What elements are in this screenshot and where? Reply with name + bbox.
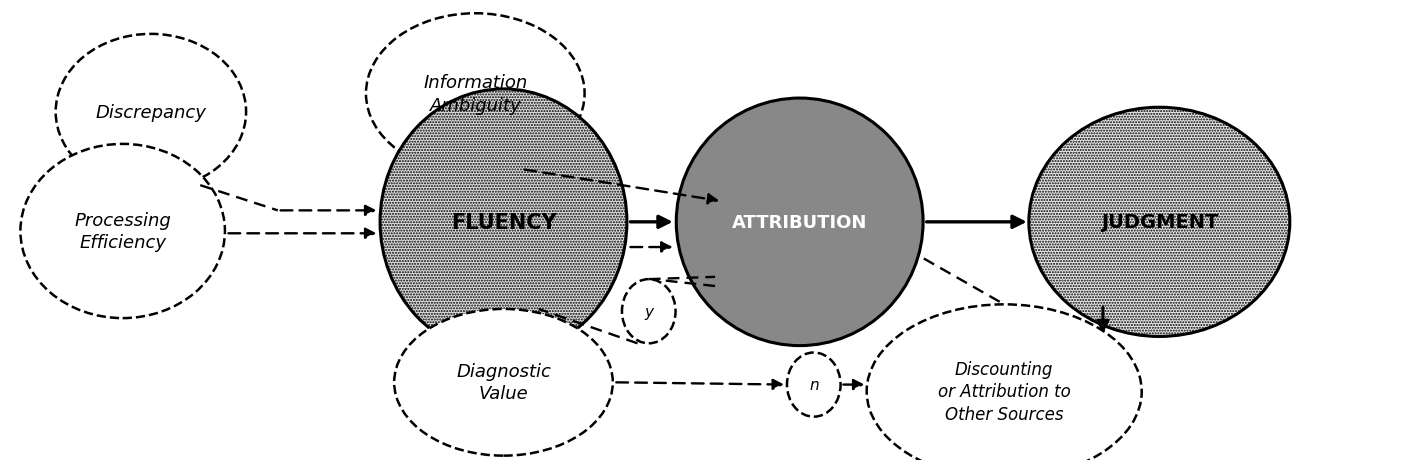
Text: n: n [809,377,818,392]
Text: y: y [644,304,653,319]
Ellipse shape [55,35,246,190]
Text: Discounting
or Attribution to
Other Sources: Discounting or Attribution to Other Sour… [937,361,1070,423]
Ellipse shape [365,14,585,174]
Ellipse shape [867,305,1141,463]
Text: FLUENCY: FLUENCY [450,213,556,232]
Text: Processing
Efficiency: Processing Efficiency [74,212,171,251]
Ellipse shape [677,99,923,346]
Text: JUDGMENT: JUDGMENT [1100,213,1218,232]
Ellipse shape [379,90,627,355]
Ellipse shape [1029,108,1290,337]
Ellipse shape [394,309,613,456]
Text: Discrepancy: Discrepancy [95,104,207,122]
Ellipse shape [787,353,841,417]
Text: Diagnostic
Value: Diagnostic Value [456,363,551,402]
Text: ATTRIBUTION: ATTRIBUTION [732,213,868,232]
Ellipse shape [20,144,225,319]
Text: Information
Ambiguity: Information Ambiguity [423,74,527,114]
Ellipse shape [622,280,675,344]
